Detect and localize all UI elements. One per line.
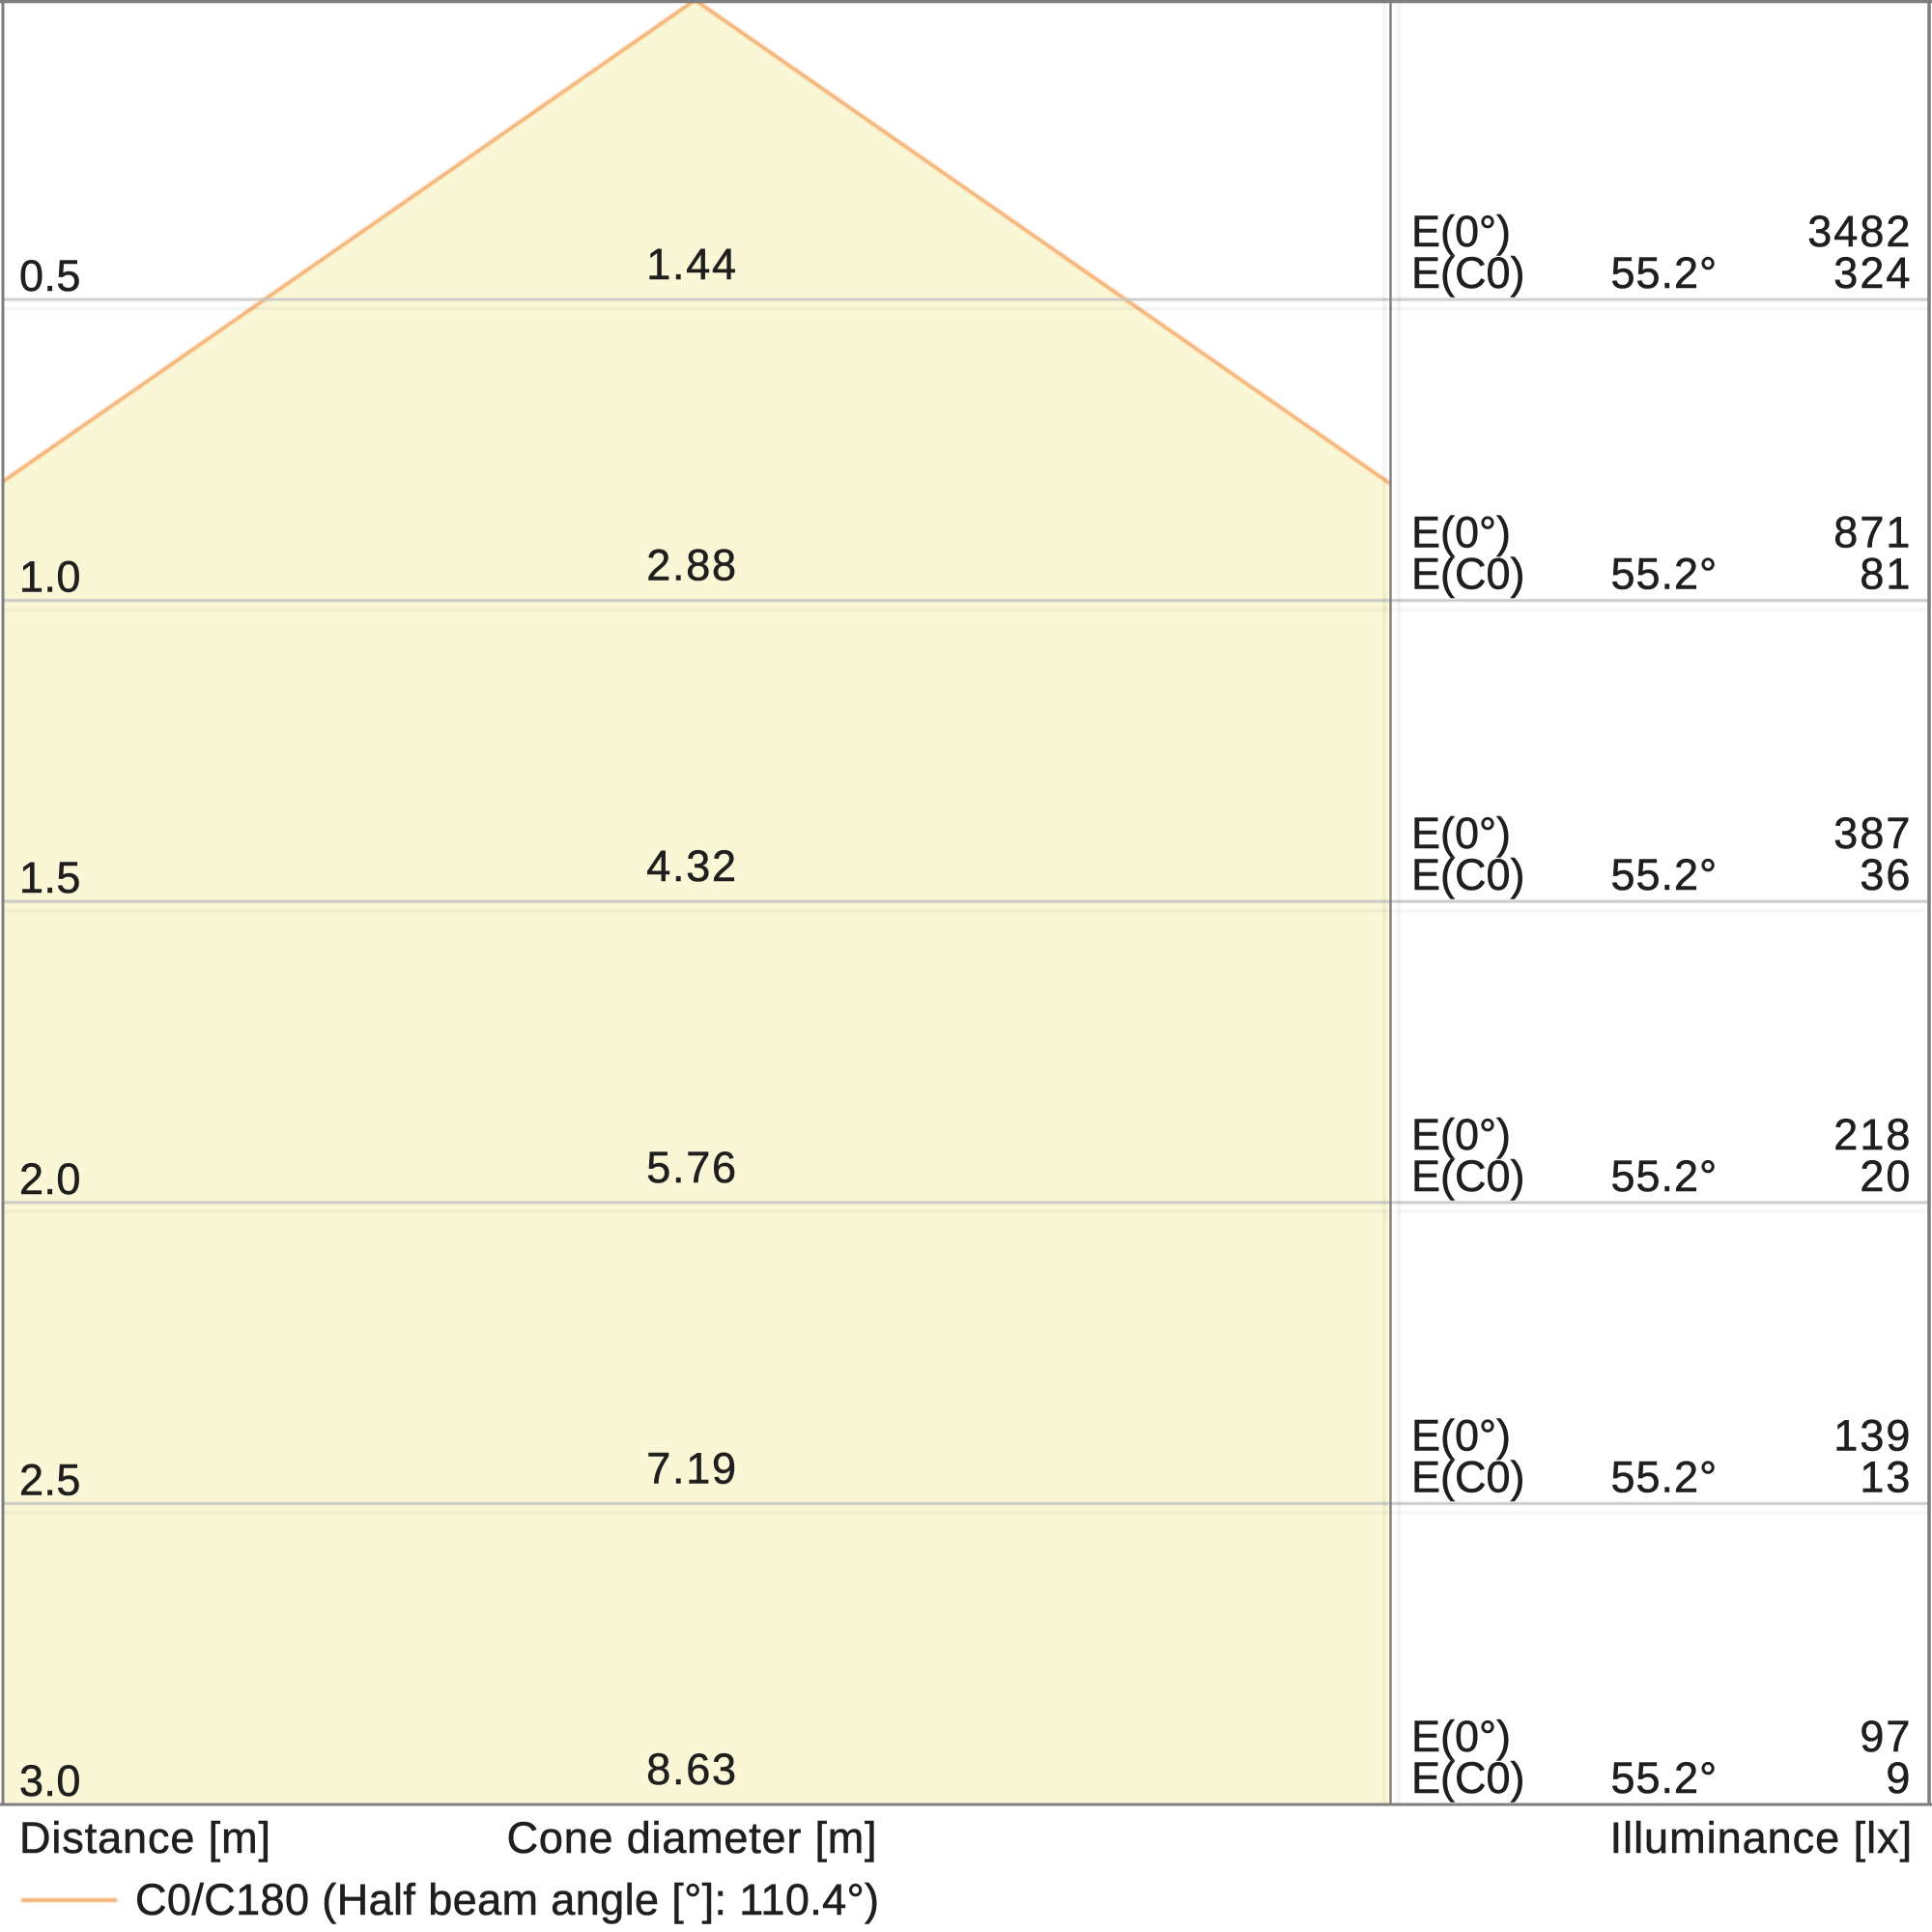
svg-text:C0/C180 (Half beam angle [°]:: C0/C180 (Half beam angle [°]: 110.4°): [135, 1875, 879, 1924]
svg-text:324: 324: [1833, 248, 1912, 298]
svg-text:97: 97: [1860, 1712, 1912, 1761]
svg-text:1.0: 1.0: [19, 553, 81, 602]
svg-text:4.32: 4.32: [646, 841, 737, 891]
svg-text:5.76: 5.76: [646, 1143, 737, 1192]
svg-text:55.2°: 55.2°: [1611, 850, 1719, 899]
svg-text:Distance [m]: Distance [m]: [19, 1813, 271, 1862]
svg-text:7.19: 7.19: [646, 1443, 737, 1492]
svg-text:E(0°): E(0°): [1411, 1410, 1511, 1460]
svg-text:55.2°: 55.2°: [1611, 1151, 1719, 1201]
svg-text:Cone diameter [m]: Cone diameter [m]: [507, 1813, 878, 1862]
svg-text:E(C0): E(C0): [1411, 1151, 1525, 1201]
svg-text:55.2°: 55.2°: [1611, 550, 1719, 599]
svg-text:9: 9: [1886, 1753, 1912, 1803]
svg-text:2.0: 2.0: [19, 1154, 81, 1204]
svg-text:13: 13: [1860, 1452, 1912, 1501]
svg-text:218: 218: [1833, 1110, 1912, 1159]
svg-text:2.88: 2.88: [646, 541, 737, 590]
svg-text:1.5: 1.5: [19, 853, 81, 902]
svg-text:E(0°): E(0°): [1411, 1712, 1511, 1761]
svg-text:3.0: 3.0: [19, 1756, 81, 1805]
svg-text:E(0°): E(0°): [1411, 508, 1511, 557]
svg-text:55.2°: 55.2°: [1611, 1753, 1719, 1803]
svg-text:E(0°): E(0°): [1411, 1110, 1511, 1159]
svg-text:E(C0): E(C0): [1411, 550, 1525, 599]
svg-text:1.44: 1.44: [646, 240, 737, 289]
svg-text:8.63: 8.63: [646, 1745, 737, 1794]
svg-text:2.5: 2.5: [19, 1455, 81, 1504]
svg-text:E(0°): E(0°): [1411, 207, 1511, 256]
svg-text:E(0°): E(0°): [1411, 809, 1511, 858]
svg-text:E(C0): E(C0): [1411, 248, 1525, 298]
svg-text:36: 36: [1860, 850, 1912, 899]
svg-text:55.2°: 55.2°: [1611, 248, 1719, 298]
svg-text:0.5: 0.5: [19, 251, 81, 300]
svg-text:20: 20: [1860, 1151, 1912, 1201]
svg-text:387: 387: [1833, 809, 1912, 858]
svg-text:E(C0): E(C0): [1411, 1753, 1525, 1803]
svg-text:E(C0): E(C0): [1411, 850, 1525, 899]
svg-text:55.2°: 55.2°: [1611, 1452, 1719, 1501]
svg-text:3482: 3482: [1807, 207, 1912, 256]
svg-text:E(C0): E(C0): [1411, 1452, 1525, 1501]
svg-text:81: 81: [1860, 550, 1912, 599]
svg-text:Illuminance [lx]: Illuminance [lx]: [1610, 1813, 1914, 1862]
svg-text:139: 139: [1833, 1410, 1912, 1460]
svg-text:871: 871: [1833, 508, 1912, 557]
